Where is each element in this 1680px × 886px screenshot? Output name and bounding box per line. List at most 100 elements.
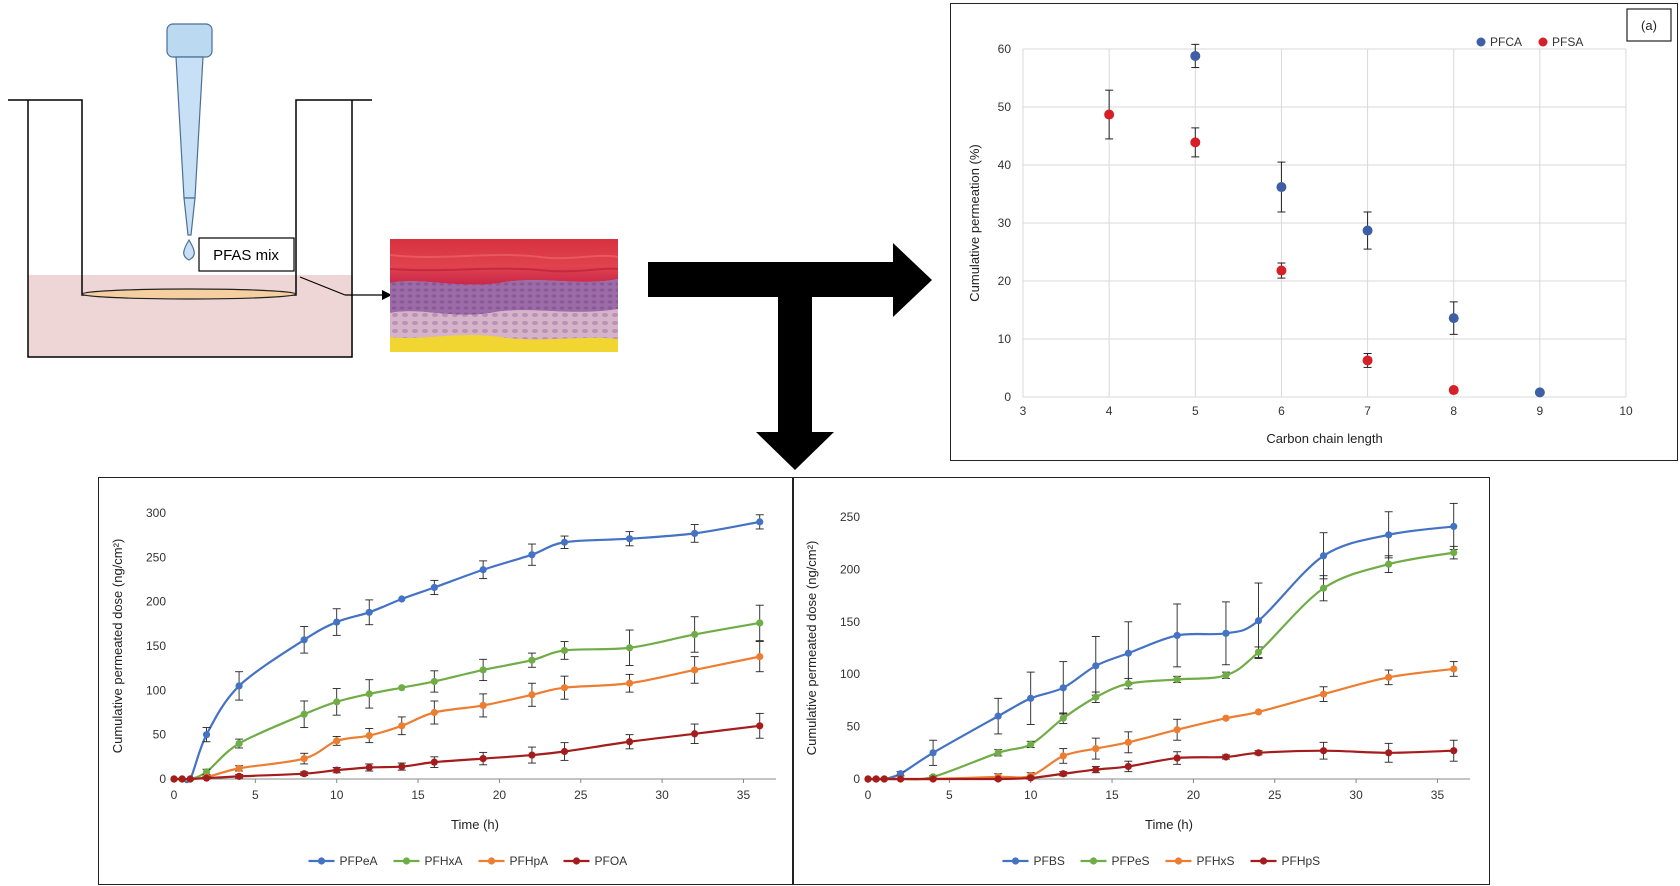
y-tick-label: 250 [840, 510, 860, 524]
x-tick-label: 10 [330, 788, 344, 802]
x-tick-label: 8 [1450, 404, 1457, 418]
data-point-pfhps [896, 775, 905, 783]
y-tick-label: 40 [998, 158, 1012, 172]
data-point-pfbs [1092, 662, 1100, 670]
data-point-pfca [1190, 50, 1201, 61]
data-point-pfpes [1173, 675, 1181, 684]
legend-marker-pfpea [317, 857, 326, 865]
series-line-pfoa [173, 724, 760, 781]
y-tick-label: 10 [998, 332, 1012, 346]
data-point-pfpea [365, 608, 373, 616]
y-tick-label: 60 [998, 42, 1012, 56]
legend-label-pfpes: PFPeS [1112, 854, 1150, 868]
data-point-pfhpa [235, 764, 243, 772]
data-point-pfoa [235, 772, 243, 780]
pfas-mix-label: PFAS mix [213, 247, 279, 264]
data-point-pfhxa [479, 666, 487, 674]
y-axis-title: Cumulative permeated dose (ng/cm²) [110, 539, 125, 754]
data-point-pfhps [864, 775, 872, 783]
data-point-pfpes [1092, 693, 1100, 701]
x-tick-label: 9 [1537, 404, 1544, 418]
data-point-pfbs [1385, 531, 1393, 539]
data-point-pfsa [1190, 137, 1201, 148]
skin-histology-image [390, 239, 618, 352]
data-point-pfsa [1276, 265, 1287, 276]
data-point-pfhps [1222, 753, 1230, 761]
down-arrow-head [756, 432, 834, 470]
x-tick-label: 30 [655, 788, 669, 802]
legend-label-pfsa: PFSA [1552, 35, 1583, 49]
data-point-pfhxa [756, 619, 764, 627]
data-point-pfpes [1450, 549, 1458, 557]
data-point-pfpea [691, 529, 699, 537]
data-point-pfhxa [560, 646, 569, 655]
y-tick-label: 0 [853, 772, 860, 786]
legend-marker-pfpes [1089, 857, 1098, 865]
x-tick-label: 6 [1278, 404, 1285, 418]
data-point-pfhpa [333, 737, 341, 745]
data-point-pfoa [430, 758, 438, 766]
x-tick-label: 7 [1364, 404, 1371, 418]
data-point-pfoa [479, 755, 487, 763]
data-point-pfca [1276, 182, 1287, 193]
y-axis-title: Cumulative permeation (%) [967, 144, 982, 302]
data-point-pfhxa [202, 768, 211, 776]
data-point-pfhxs [1124, 738, 1132, 746]
data-point-pfoa [365, 763, 373, 772]
data-point-pfpea [479, 566, 487, 574]
legend-label-pfoa: PFOA [595, 854, 628, 868]
legend-marker-pfhxa [402, 857, 411, 865]
x-tick-label: 35 [737, 788, 751, 802]
legend-marker-pfbs [1011, 857, 1020, 865]
data-point-pfhps [1092, 765, 1100, 774]
legend-label-pfhps: PFHpS [1282, 854, 1321, 868]
legend-marker-pfsa [1538, 37, 1548, 47]
x-tick-label: 4 [1106, 404, 1113, 418]
data-point-pfoa [691, 730, 699, 738]
data-point-pfhps [1173, 754, 1181, 762]
x-tick-label: 15 [411, 788, 425, 802]
data-point-pfhpa [528, 691, 536, 699]
y-tick-label: 100 [146, 683, 166, 697]
data-point-pfhps [1027, 774, 1035, 782]
y-axis-title: Cumulative permeated dose (ng/cm²) [804, 541, 819, 756]
y-tick-label: 0 [159, 772, 166, 786]
data-point-pfbs [1319, 552, 1328, 560]
data-point-pfhxs [1319, 690, 1328, 698]
x-tick-label: 10 [1024, 788, 1038, 802]
legend-marker-pfhpa [487, 857, 496, 865]
data-point-pfpea [430, 583, 438, 592]
x-tick-label: 5 [1192, 404, 1199, 418]
data-point-pfpea [300, 636, 308, 644]
legend-label-pfbs: PFBS [1034, 854, 1065, 868]
data-point-pfhpa [560, 684, 569, 692]
data-point-pfhxa [333, 698, 341, 706]
data-point-pfhpa [625, 679, 634, 687]
down-arrow-body [778, 297, 812, 432]
data-point-pfsa [1362, 355, 1373, 366]
legend-label-pfhpa: PFHpA [510, 854, 549, 868]
data-point-pfpea [398, 595, 406, 603]
data-point-pfhpa [365, 731, 373, 740]
charts-bc-frame [98, 477, 1490, 885]
data-point-pfhpa [430, 708, 438, 717]
data-point-pfhxa [365, 690, 373, 698]
data-point-pfpea [625, 535, 634, 543]
data-point-pfbs [1124, 649, 1132, 657]
data-point-pfhpa [691, 666, 699, 674]
x-tick-label: 5 [946, 788, 953, 802]
franz-cell-schematic: PFAS mix [8, 23, 392, 358]
data-point-pfhxs [1254, 708, 1263, 716]
data-point-pfhxs [1385, 673, 1393, 681]
data-point-pfhxa [235, 739, 243, 748]
pipette-body [175, 56, 204, 199]
pointer-arrowhead [382, 290, 392, 300]
series-line-pfpea [173, 520, 760, 784]
data-point-pfbs [896, 770, 905, 778]
data-point-pfbs [1222, 629, 1230, 637]
data-point-pfhps [929, 775, 937, 783]
chart-a-svg: 0 10 20 30 40 50 60 3 4 5 6 7 8 9 10 Carbon chain lengt… [967, 8, 1672, 446]
pfas-mix-label-box [198, 237, 295, 272]
x-tick-label: 3 [1020, 404, 1027, 418]
data-point-pfhxs [1173, 726, 1181, 734]
